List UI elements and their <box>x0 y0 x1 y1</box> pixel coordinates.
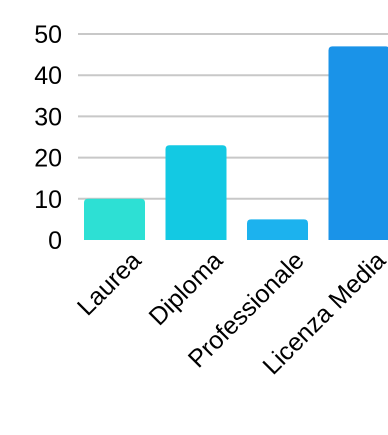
bar-laurea <box>84 198 145 240</box>
y-tick-label: 30 <box>34 103 62 131</box>
x-category-label: Laurea <box>72 246 147 321</box>
y-tick-label: 50 <box>34 21 62 49</box>
bars <box>84 46 388 240</box>
bar-licenza-media <box>328 46 388 240</box>
x-category-label: Diploma <box>144 246 229 331</box>
y-tick-label: 10 <box>34 186 62 214</box>
y-tick-label: 0 <box>48 227 62 255</box>
bar-diploma <box>165 145 227 240</box>
bar-professionale <box>247 219 308 240</box>
y-tick-label: 20 <box>34 145 62 173</box>
y-axis-tick-labels: 0 10 20 30 40 50 <box>34 21 62 255</box>
y-tick-label: 40 <box>34 62 62 90</box>
